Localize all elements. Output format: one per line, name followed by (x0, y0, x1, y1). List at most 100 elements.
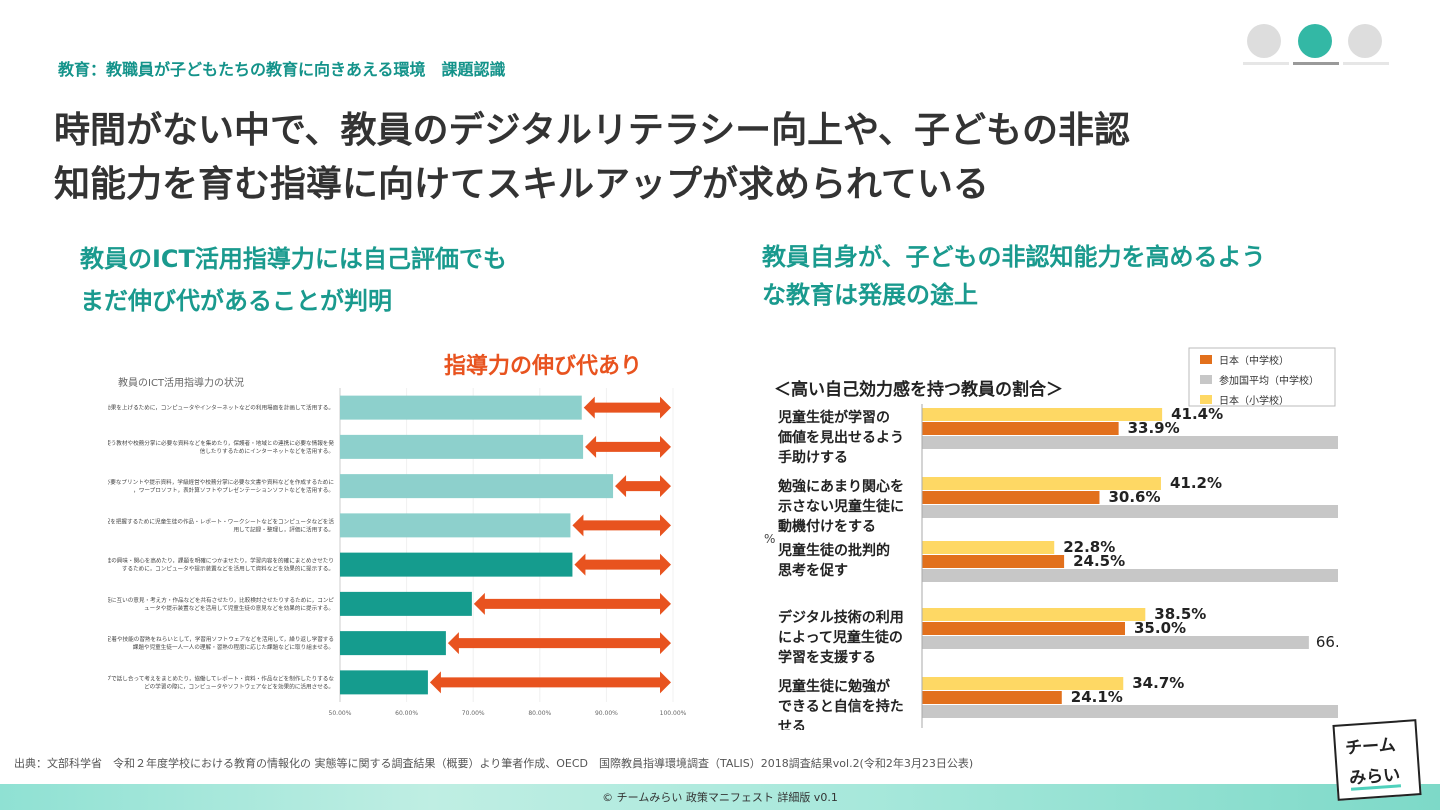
data-label: 33.9% (1128, 419, 1180, 437)
category-label: 児童生徒の批判的 (777, 542, 890, 559)
x-tick-label: 80.00% (528, 710, 551, 717)
growth-arrow (583, 396, 671, 419)
efficacy-bar (922, 705, 1338, 718)
data-label: 24.5% (1073, 552, 1125, 570)
category-label: 勉強にあまり関心を (777, 478, 904, 495)
chart-title: ＜高い自己効力感を持つ教員の割合＞ (774, 379, 1063, 400)
efficacy-bar (922, 622, 1125, 635)
thumbnail-3[interactable] (1348, 24, 1382, 58)
ict-bar (340, 552, 573, 577)
data-label: 35.0% (1134, 619, 1186, 637)
thumbnail-2-active[interactable] (1298, 24, 1332, 58)
ict-bar (340, 591, 472, 616)
left-subtitle: 教員のICT活用指導力には自己評価でも まだ伸び代があることが判明 (80, 238, 507, 322)
x-tick-label: 50.00% (329, 710, 352, 717)
category-label: 授業に必要なプリントや提示資料，学級経営や校務分掌に必要な文書や資料などを作成す… (108, 478, 334, 494)
data-label: 41.2% (1170, 474, 1222, 492)
efficacy-bar (922, 677, 1124, 690)
data-label: 34.7% (1132, 674, 1184, 692)
legend-swatch (1200, 355, 1212, 364)
left-subtitle-line-1: 教員のICT活用指導力には自己評価でも (80, 245, 507, 273)
data-label: 66.7% (1316, 633, 1338, 651)
ict-bar (340, 631, 446, 656)
section-label: 教育：教職員が子どもたちの教育に向きあえる環境 課題認識 (58, 60, 506, 79)
category-label: できると自信を持た (778, 698, 904, 715)
chart-annotation: 指導力の伸び代あり (444, 353, 642, 379)
category-label: 手助けする (778, 449, 848, 466)
thumbnail-2-caption (1293, 62, 1339, 65)
category-label: デジタル技術の利用 (778, 609, 904, 626)
category-label: 教育効果を上げるために，コンピュータやインターネットなどの利用場面を計画して活用… (108, 404, 334, 412)
category-label: 価値を見出せるよう (777, 429, 904, 446)
page-title-line-1: 時間がない中で、教員のデジタルリテラシー向上や、子どもの非認 (54, 110, 1131, 151)
ict-bar (340, 395, 582, 420)
category-label: 授業で使う教材や校務分掌に必要な資料などを集めたり，保護者・地域との連携に必要な… (108, 439, 334, 455)
efficacy-bar (922, 408, 1163, 421)
right-subtitle-line-1: 教員自身が、子どもの非認知能力を高めるよう (762, 243, 1266, 271)
footer-band (0, 784, 1440, 810)
growth-arrow (429, 671, 671, 694)
chart-title: 教員のICT活用指導力の状況 (118, 376, 244, 389)
efficacy-bar (922, 569, 1338, 582)
page-title-line-2: 知能力を育む指導に向けてスキルアップが求められている (54, 164, 989, 205)
efficacy-bar (922, 691, 1062, 704)
stray-label: % (764, 532, 775, 546)
category-label: によって児童生徒の (778, 629, 903, 646)
category-label: 児童生徒に互いの意見・考え方・作品などを共有させたり，比較検討させたりするために… (108, 596, 334, 612)
team-mirai-logo: チーム みらい (1332, 719, 1423, 802)
x-tick-label: 70.00% (462, 710, 485, 717)
ict-bar (340, 670, 428, 695)
footer-copyright: © チームみらい 政策マニフェスト 詳細版 v0.1 (602, 791, 838, 804)
legend-label: 日本（中学校） (1219, 354, 1289, 367)
thumbnail-3-caption (1343, 62, 1389, 65)
growth-arrow (615, 475, 671, 498)
source-footnote: 出典：文部科学省 令和２年度学校における教育の情報化の 実態等に関する調査結果（… (14, 757, 974, 770)
legend-box (1188, 347, 1336, 407)
category-label: 児童生徒の興味・関心を高めたり，課題を明確につかませたり，学習内容を的確にまとめ… (108, 557, 334, 573)
x-tick-label: 90.00% (595, 710, 618, 717)
category-label: グループで話し合って考えをまとめたり，協働してレポート・資料・作品などを制作した… (108, 674, 334, 690)
category-label: 児童生徒が学習の (777, 409, 890, 426)
efficacy-bar (922, 541, 1055, 554)
ict-bar (340, 434, 584, 459)
category-label: 動機付けをする (778, 518, 876, 535)
category-label: せる (778, 719, 806, 730)
logo-text-line-1: チーム (1344, 735, 1397, 759)
x-tick-label: 60.00% (395, 710, 418, 717)
data-label: 38.5% (1154, 605, 1206, 623)
self-efficacy-chart: 日本（中学校） 参加国平均（中学校） 日本（小学校） ＜高い自己効力感を持つ教員の割合… (764, 344, 1338, 730)
category-label: 児童生徒に勉強が (777, 678, 891, 695)
legend-swatch (1200, 375, 1212, 384)
legend-label: 参加国平均（中学校） (1219, 374, 1319, 387)
data-label: 30.6% (1108, 488, 1160, 506)
data-label: 22.8% (1063, 538, 1115, 556)
efficacy-bar (922, 608, 1146, 621)
x-tick-label: 100.00% (660, 710, 687, 717)
growth-arrow (447, 632, 671, 655)
legend-swatch (1200, 395, 1212, 404)
efficacy-bar (922, 505, 1338, 518)
right-subtitle: 教員自身が、子どもの非認知能力を高めるよう な教育は発展の途上 (762, 238, 1266, 314)
data-label: 24.1% (1071, 688, 1123, 706)
efficacy-bar (922, 422, 1119, 435)
left-subtitle-line-2: まだ伸び代があることが判明 (80, 287, 392, 315)
growth-arrow (473, 592, 671, 615)
right-subtitle-line-2: な教育は発展の途上 (762, 281, 978, 309)
category-label: 思考を促す (778, 562, 848, 579)
category-label: 知識の定着や技能の習熟をねらいとして，学習用ソフトウェアなどを活用して，繰り返し… (108, 635, 334, 651)
thumbnail-1[interactable] (1247, 24, 1281, 58)
category-label: 学習を支援する (778, 649, 876, 666)
growth-arrow (585, 435, 671, 458)
category-label: 学習状況を把握するために児童生徒の作品・レポート・ワークシートなどをコンピュータ… (108, 517, 334, 533)
category-label: 示さない児童生徒に (778, 498, 904, 515)
page-title: 時間がない中で、教員のデジタルリテラシー向上や、子どもの非認 知能力を育む指導に… (54, 104, 1304, 212)
efficacy-bar (922, 636, 1309, 649)
efficacy-bar (922, 555, 1065, 568)
ict-skill-chart: 教員のICT活用指導力の状況 指導力の伸び代あり 50.00% 60.00% 70.00… (108, 353, 687, 717)
efficacy-bar (922, 477, 1161, 490)
efficacy-bar (922, 491, 1100, 504)
growth-arrow (574, 553, 671, 576)
data-label: 41.4% (1171, 405, 1223, 423)
growth-arrow (572, 514, 671, 537)
ict-bar (340, 474, 614, 499)
